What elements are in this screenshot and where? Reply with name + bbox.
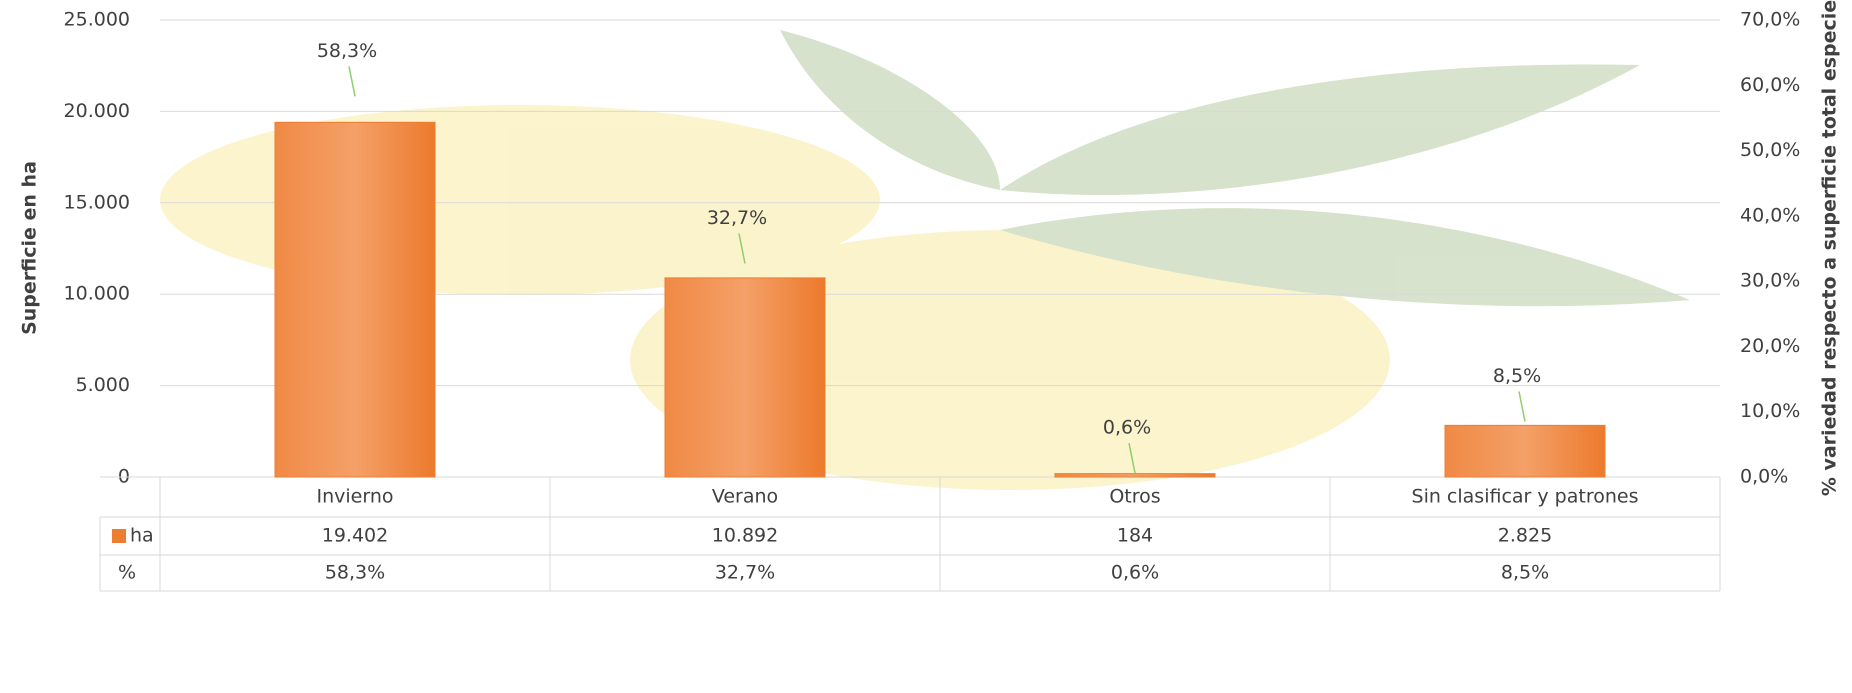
legend-label: ha (130, 525, 154, 547)
data-label: 32,7% (707, 207, 767, 229)
leader-line (349, 66, 355, 96)
x-tick-label: Sin clasificar y patrones (1412, 486, 1639, 508)
leader-line (1519, 392, 1525, 422)
y-axis-title: Superficie en ha (19, 161, 41, 335)
y-tick-label: 5.000 (76, 374, 130, 396)
y2-tick-label: 10,0% (1740, 400, 1800, 422)
x-tick-label: Verano (712, 486, 778, 508)
y-tick-label: 20.000 (64, 100, 130, 122)
chart: Superficie en ha % variedad respecto a s… (0, 0, 1852, 693)
table-value: 8,5% (1501, 562, 1549, 584)
data-label: 0,6% (1103, 417, 1151, 439)
y2-tick-label: 50,0% (1740, 139, 1800, 161)
bar (275, 122, 435, 477)
data-label: 8,5% (1493, 365, 1541, 387)
legend-swatch (112, 529, 126, 543)
table-value: 0,6% (1111, 562, 1159, 584)
y-tick-label: 15.000 (64, 191, 130, 213)
y2-tick-label: 30,0% (1740, 270, 1800, 292)
data-label: 58,3% (317, 40, 377, 62)
bar (1445, 425, 1605, 477)
table-value: 2.825 (1498, 525, 1552, 547)
table-value: 184 (1117, 525, 1153, 547)
table-value: 19.402 (322, 525, 388, 547)
y2-tick-label: 40,0% (1740, 204, 1800, 226)
legend-label: % (118, 562, 136, 584)
y2-tick-label: 20,0% (1740, 335, 1800, 357)
table-value: 32,7% (715, 562, 775, 584)
y-tick-label: 25.000 (64, 9, 130, 31)
y2-tick-label: 60,0% (1740, 74, 1800, 96)
bar (665, 278, 825, 477)
table-value: 10.892 (712, 525, 778, 547)
bar (1055, 474, 1215, 477)
y-tick-label: 10.000 (64, 283, 130, 305)
y2-tick-label: 70,0% (1740, 9, 1800, 31)
x-tick-label: Otros (1109, 486, 1160, 508)
y2-tick-label: 0,0% (1740, 466, 1788, 488)
x-tick-label: Invierno (316, 486, 393, 508)
table-value: 58,3% (325, 562, 385, 584)
y2-axis-title: % variedad respecto a superficie total e… (1819, 0, 1841, 496)
